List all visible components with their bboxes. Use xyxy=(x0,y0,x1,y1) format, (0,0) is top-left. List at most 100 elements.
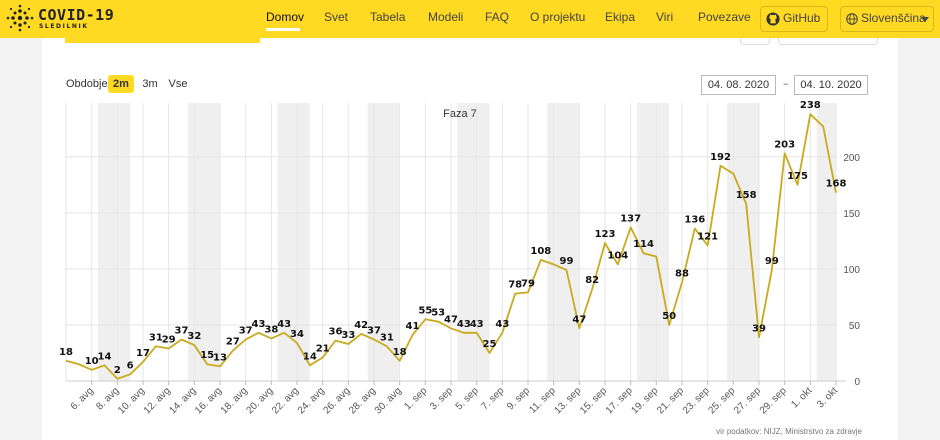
card-header-dropdown[interactable] xyxy=(778,38,878,45)
nav-item-ekipa[interactable]: Ekipa xyxy=(605,10,636,24)
x-tick-label: 30. avg xyxy=(373,385,404,416)
nav-item-domov[interactable]: Domov xyxy=(266,10,305,24)
data-label: 18 xyxy=(393,347,407,358)
data-label: 27 xyxy=(226,337,240,348)
weekend-band xyxy=(457,103,490,381)
weekend-band xyxy=(187,103,220,381)
x-tick-label: 26. avg xyxy=(321,385,352,416)
y-tick-label: 100 xyxy=(843,265,860,276)
x-tick-label: 24. avg xyxy=(296,385,327,416)
logo-title: COVID-19 xyxy=(38,6,115,24)
date-to-input[interactable]: 04. 10. 2020 xyxy=(794,75,868,95)
weekend-band xyxy=(367,103,400,381)
language-select[interactable]: Slovenščina xyxy=(840,6,934,32)
data-label: 43 xyxy=(277,319,291,330)
data-label: 53 xyxy=(431,308,445,319)
period-label: Obdobje xyxy=(66,78,108,90)
x-tick-label: 1. okt xyxy=(789,385,814,410)
nav-item-svet[interactable]: Svet xyxy=(324,10,349,24)
data-label: 79 xyxy=(521,278,535,289)
data-label: 17 xyxy=(136,348,150,359)
globe-icon xyxy=(846,13,858,25)
date-from-input[interactable]: 04. 08. 2020 xyxy=(701,75,776,95)
data-label: 15 xyxy=(200,350,214,361)
x-tick-label: 18. avg xyxy=(219,385,250,416)
nav-item-viri[interactable]: Viri xyxy=(656,10,674,24)
date-separator: – xyxy=(783,77,789,90)
data-label: 99 xyxy=(765,256,779,267)
data-label: 203 xyxy=(774,139,795,150)
data-label: 82 xyxy=(585,275,599,286)
x-tick-label: 29. sep xyxy=(758,385,789,416)
data-label: 43 xyxy=(252,319,266,330)
y-tick-label: 50 xyxy=(849,321,861,332)
y-tick-label: 150 xyxy=(843,209,860,220)
data-label: 123 xyxy=(595,229,616,240)
period-all-button[interactable]: Vse xyxy=(168,78,188,90)
data-label: 43 xyxy=(495,319,509,330)
x-tick-label: 6. avg xyxy=(69,385,96,412)
logo[interactable]: COVID-19 SLEDILNIK xyxy=(6,4,136,34)
data-label: 238 xyxy=(800,100,821,111)
nav-item-faq[interactable]: FAQ xyxy=(485,10,510,24)
x-tick-label: 22. avg xyxy=(270,385,301,416)
data-label: 47 xyxy=(572,314,586,325)
data-label: 25 xyxy=(483,339,497,350)
data-label: 43 xyxy=(457,319,471,330)
x-tick-label: 7. sep xyxy=(479,385,506,412)
x-tick-label: 23. sep xyxy=(681,385,712,416)
data-source-note: vir podatkov: NIJZ, Ministrstvo za zdrav… xyxy=(716,427,862,436)
data-label: 18 xyxy=(59,347,73,358)
chevron-down-icon xyxy=(921,17,929,22)
weekend-band xyxy=(637,103,670,381)
data-label: 31 xyxy=(149,332,163,343)
data-label: 21 xyxy=(316,343,330,354)
phase-label: Faza 7 xyxy=(443,108,477,120)
data-label: 42 xyxy=(354,320,368,331)
y-tick-label: 200 xyxy=(843,153,860,164)
data-label: 78 xyxy=(508,280,522,291)
data-label: 121 xyxy=(697,231,718,242)
data-label: 34 xyxy=(290,329,304,340)
data-label: 39 xyxy=(752,323,766,334)
section-title-highlight xyxy=(65,38,260,43)
nav-item-o-projektu[interactable]: O projektu xyxy=(530,10,586,24)
x-tick-label: 12. avg xyxy=(142,385,173,416)
x-tick-label: 19. sep xyxy=(629,385,660,416)
data-label: 31 xyxy=(380,332,394,343)
data-label: 14 xyxy=(98,351,112,362)
data-label: 158 xyxy=(736,190,757,201)
weekend-band xyxy=(547,103,580,381)
data-label: 114 xyxy=(633,239,654,250)
x-tick-label: 5. sep xyxy=(454,385,481,412)
data-label: 108 xyxy=(530,246,551,257)
x-tick-label: 20. avg xyxy=(244,385,275,416)
data-label: 6 xyxy=(127,360,134,371)
github-button[interactable]: GitHub xyxy=(760,6,828,32)
x-tick-label: 3. sep xyxy=(428,385,455,412)
series-line xyxy=(65,113,837,380)
data-label: 104 xyxy=(607,250,628,261)
nav-item-modeli[interactable]: Modeli xyxy=(428,10,464,24)
x-tick-label: 21. sep xyxy=(655,385,686,416)
data-label: 33 xyxy=(341,330,355,341)
data-label: 136 xyxy=(684,215,705,226)
nav-item-tabela[interactable]: Tabela xyxy=(370,10,406,24)
language-label: Slovenščina xyxy=(861,11,926,25)
x-tick-label: 14. avg xyxy=(167,385,198,416)
data-label: 88 xyxy=(675,268,689,279)
nav-item-povezave[interactable]: Povezave xyxy=(698,10,751,24)
data-label: 32 xyxy=(187,331,201,342)
github-label: GitHub xyxy=(783,11,821,25)
data-label: 36 xyxy=(329,327,343,338)
period-3m-button[interactable]: 3m xyxy=(142,78,158,90)
data-label: 192 xyxy=(710,152,731,163)
data-label: 41 xyxy=(406,321,420,332)
active-nav-underline xyxy=(266,28,300,31)
data-label: 47 xyxy=(444,314,458,325)
weekend-band xyxy=(98,103,131,381)
data-label: 29 xyxy=(162,334,176,345)
card-header-button[interactable] xyxy=(740,38,770,45)
period-2m-button[interactable]: 2m xyxy=(108,75,134,93)
